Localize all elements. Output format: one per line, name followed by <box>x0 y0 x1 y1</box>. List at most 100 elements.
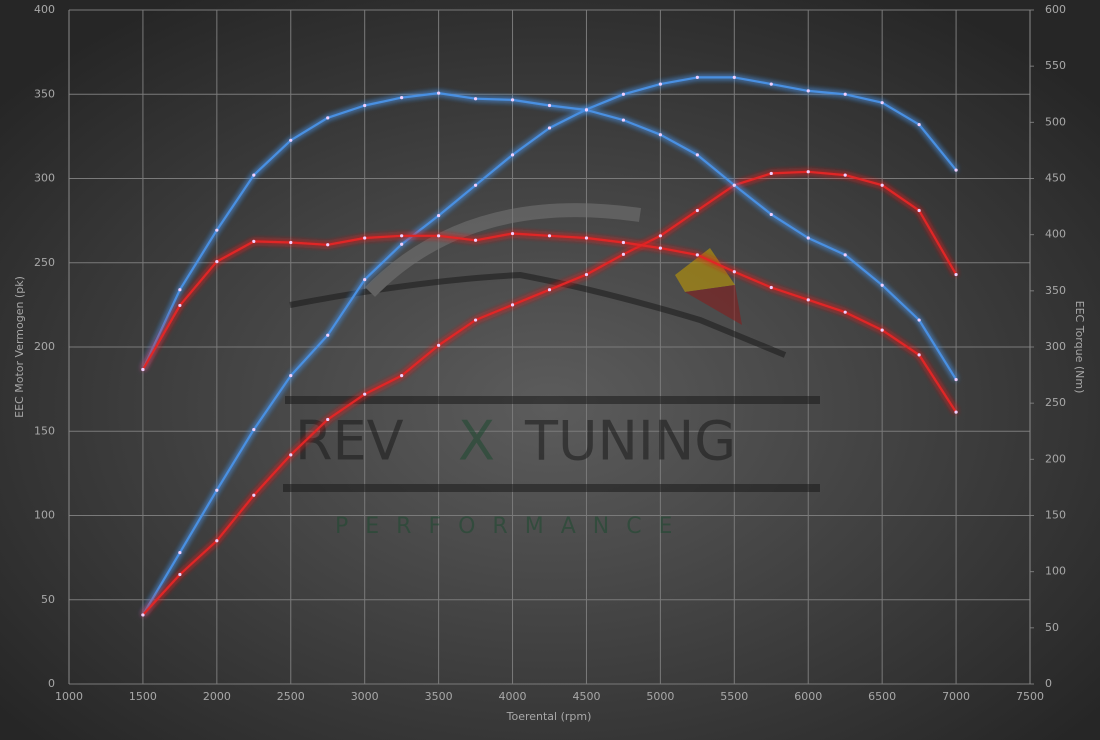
y-tick-label: 300 <box>34 172 55 185</box>
x-tick-label: 5500 <box>720 690 748 703</box>
data-point <box>400 96 404 100</box>
y2-tick-label: 0 <box>1045 677 1052 690</box>
logo-bar <box>283 484 820 492</box>
data-point <box>437 234 441 238</box>
data-point <box>547 288 552 292</box>
data-point <box>363 236 367 240</box>
data-point <box>732 270 736 274</box>
y2-tick-label: 500 <box>1045 115 1066 128</box>
x-tick-label: 3000 <box>351 690 379 703</box>
data-point <box>880 101 884 105</box>
x-tick-label: 3500 <box>425 690 453 703</box>
data-point <box>658 246 662 250</box>
logo-text: TUNING <box>524 410 736 473</box>
data-point <box>510 98 515 102</box>
x-axis-label: Toerental (rpm) <box>506 710 592 723</box>
y2-tick-label: 600 <box>1045 3 1066 16</box>
data-point <box>510 231 515 236</box>
data-point <box>547 103 552 108</box>
data-point <box>658 133 662 137</box>
y2-tick-label: 150 <box>1045 509 1066 522</box>
y-tick-label: 50 <box>41 593 55 606</box>
data-point <box>252 493 256 497</box>
logo-subtext: PERFORMANCE <box>335 514 689 539</box>
data-point <box>473 183 478 187</box>
data-point <box>289 453 293 457</box>
x-tick-label: 1000 <box>55 690 83 703</box>
data-point <box>215 260 219 264</box>
data-point <box>178 550 182 555</box>
logo-arc <box>365 203 642 297</box>
data-point <box>215 488 219 492</box>
data-point <box>769 212 773 217</box>
data-point <box>843 310 847 314</box>
plot-area <box>141 75 958 617</box>
data-point <box>843 173 847 177</box>
y2-tick-label: 250 <box>1045 396 1066 409</box>
data-point <box>547 234 552 238</box>
data-point <box>806 89 810 93</box>
logo-text: X <box>458 410 495 473</box>
data-point <box>584 272 589 277</box>
data-point <box>621 92 626 96</box>
data-point <box>954 377 958 382</box>
y2-tick-label: 450 <box>1045 172 1066 185</box>
data-point <box>584 108 589 112</box>
data-point <box>326 417 330 422</box>
data-point <box>769 171 773 176</box>
data-point <box>806 236 810 240</box>
data-point <box>400 234 404 238</box>
y-tick-label: 100 <box>34 509 55 522</box>
data-point <box>695 253 699 257</box>
logo-text: REV <box>295 410 404 473</box>
data-point <box>289 240 293 245</box>
data-point <box>178 572 182 577</box>
data-point <box>621 118 626 122</box>
y-tick-label: 250 <box>34 256 55 269</box>
data-point <box>363 278 367 282</box>
data-point <box>954 168 958 172</box>
x-tick-label: 2500 <box>277 690 305 703</box>
data-point <box>917 353 921 357</box>
y2-tick-label: 200 <box>1045 452 1066 465</box>
data-point <box>880 183 884 187</box>
data-point <box>806 298 810 302</box>
data-point <box>695 208 699 213</box>
data-point <box>769 285 773 290</box>
data-point <box>917 122 921 127</box>
data-point <box>326 243 330 247</box>
data-point <box>437 91 441 95</box>
data-point <box>473 238 478 242</box>
data-point <box>954 410 958 414</box>
data-point <box>437 213 441 218</box>
x-tick-label: 7000 <box>942 690 970 703</box>
data-point <box>437 343 441 347</box>
data-point <box>400 242 404 246</box>
data-point <box>806 170 810 174</box>
data-point <box>917 208 921 213</box>
y2-tick-label: 350 <box>1045 284 1066 297</box>
y2-tick-label: 100 <box>1045 565 1066 578</box>
y-tick-label: 0 <box>48 677 55 690</box>
data-point <box>621 252 626 256</box>
y-tick-label: 150 <box>34 424 55 437</box>
y2-tick-label: 550 <box>1045 59 1066 72</box>
data-point <box>252 427 256 432</box>
x-tick-label: 4500 <box>572 690 600 703</box>
data-point <box>363 392 367 396</box>
data-point <box>289 374 293 378</box>
grid: 1000 1500 2000 2500 3000 3500 4000 4500 5000 5500… <box>34 3 1066 703</box>
x-tick-label: 2000 <box>203 690 231 703</box>
data-point <box>695 75 699 79</box>
data-point <box>178 288 182 292</box>
data-point <box>473 318 478 322</box>
data-point <box>880 328 884 332</box>
data-point <box>363 103 367 108</box>
data-point <box>215 539 219 543</box>
data-point <box>843 92 847 96</box>
data-point <box>289 138 293 142</box>
data-point <box>658 234 662 238</box>
data-point <box>732 183 736 187</box>
